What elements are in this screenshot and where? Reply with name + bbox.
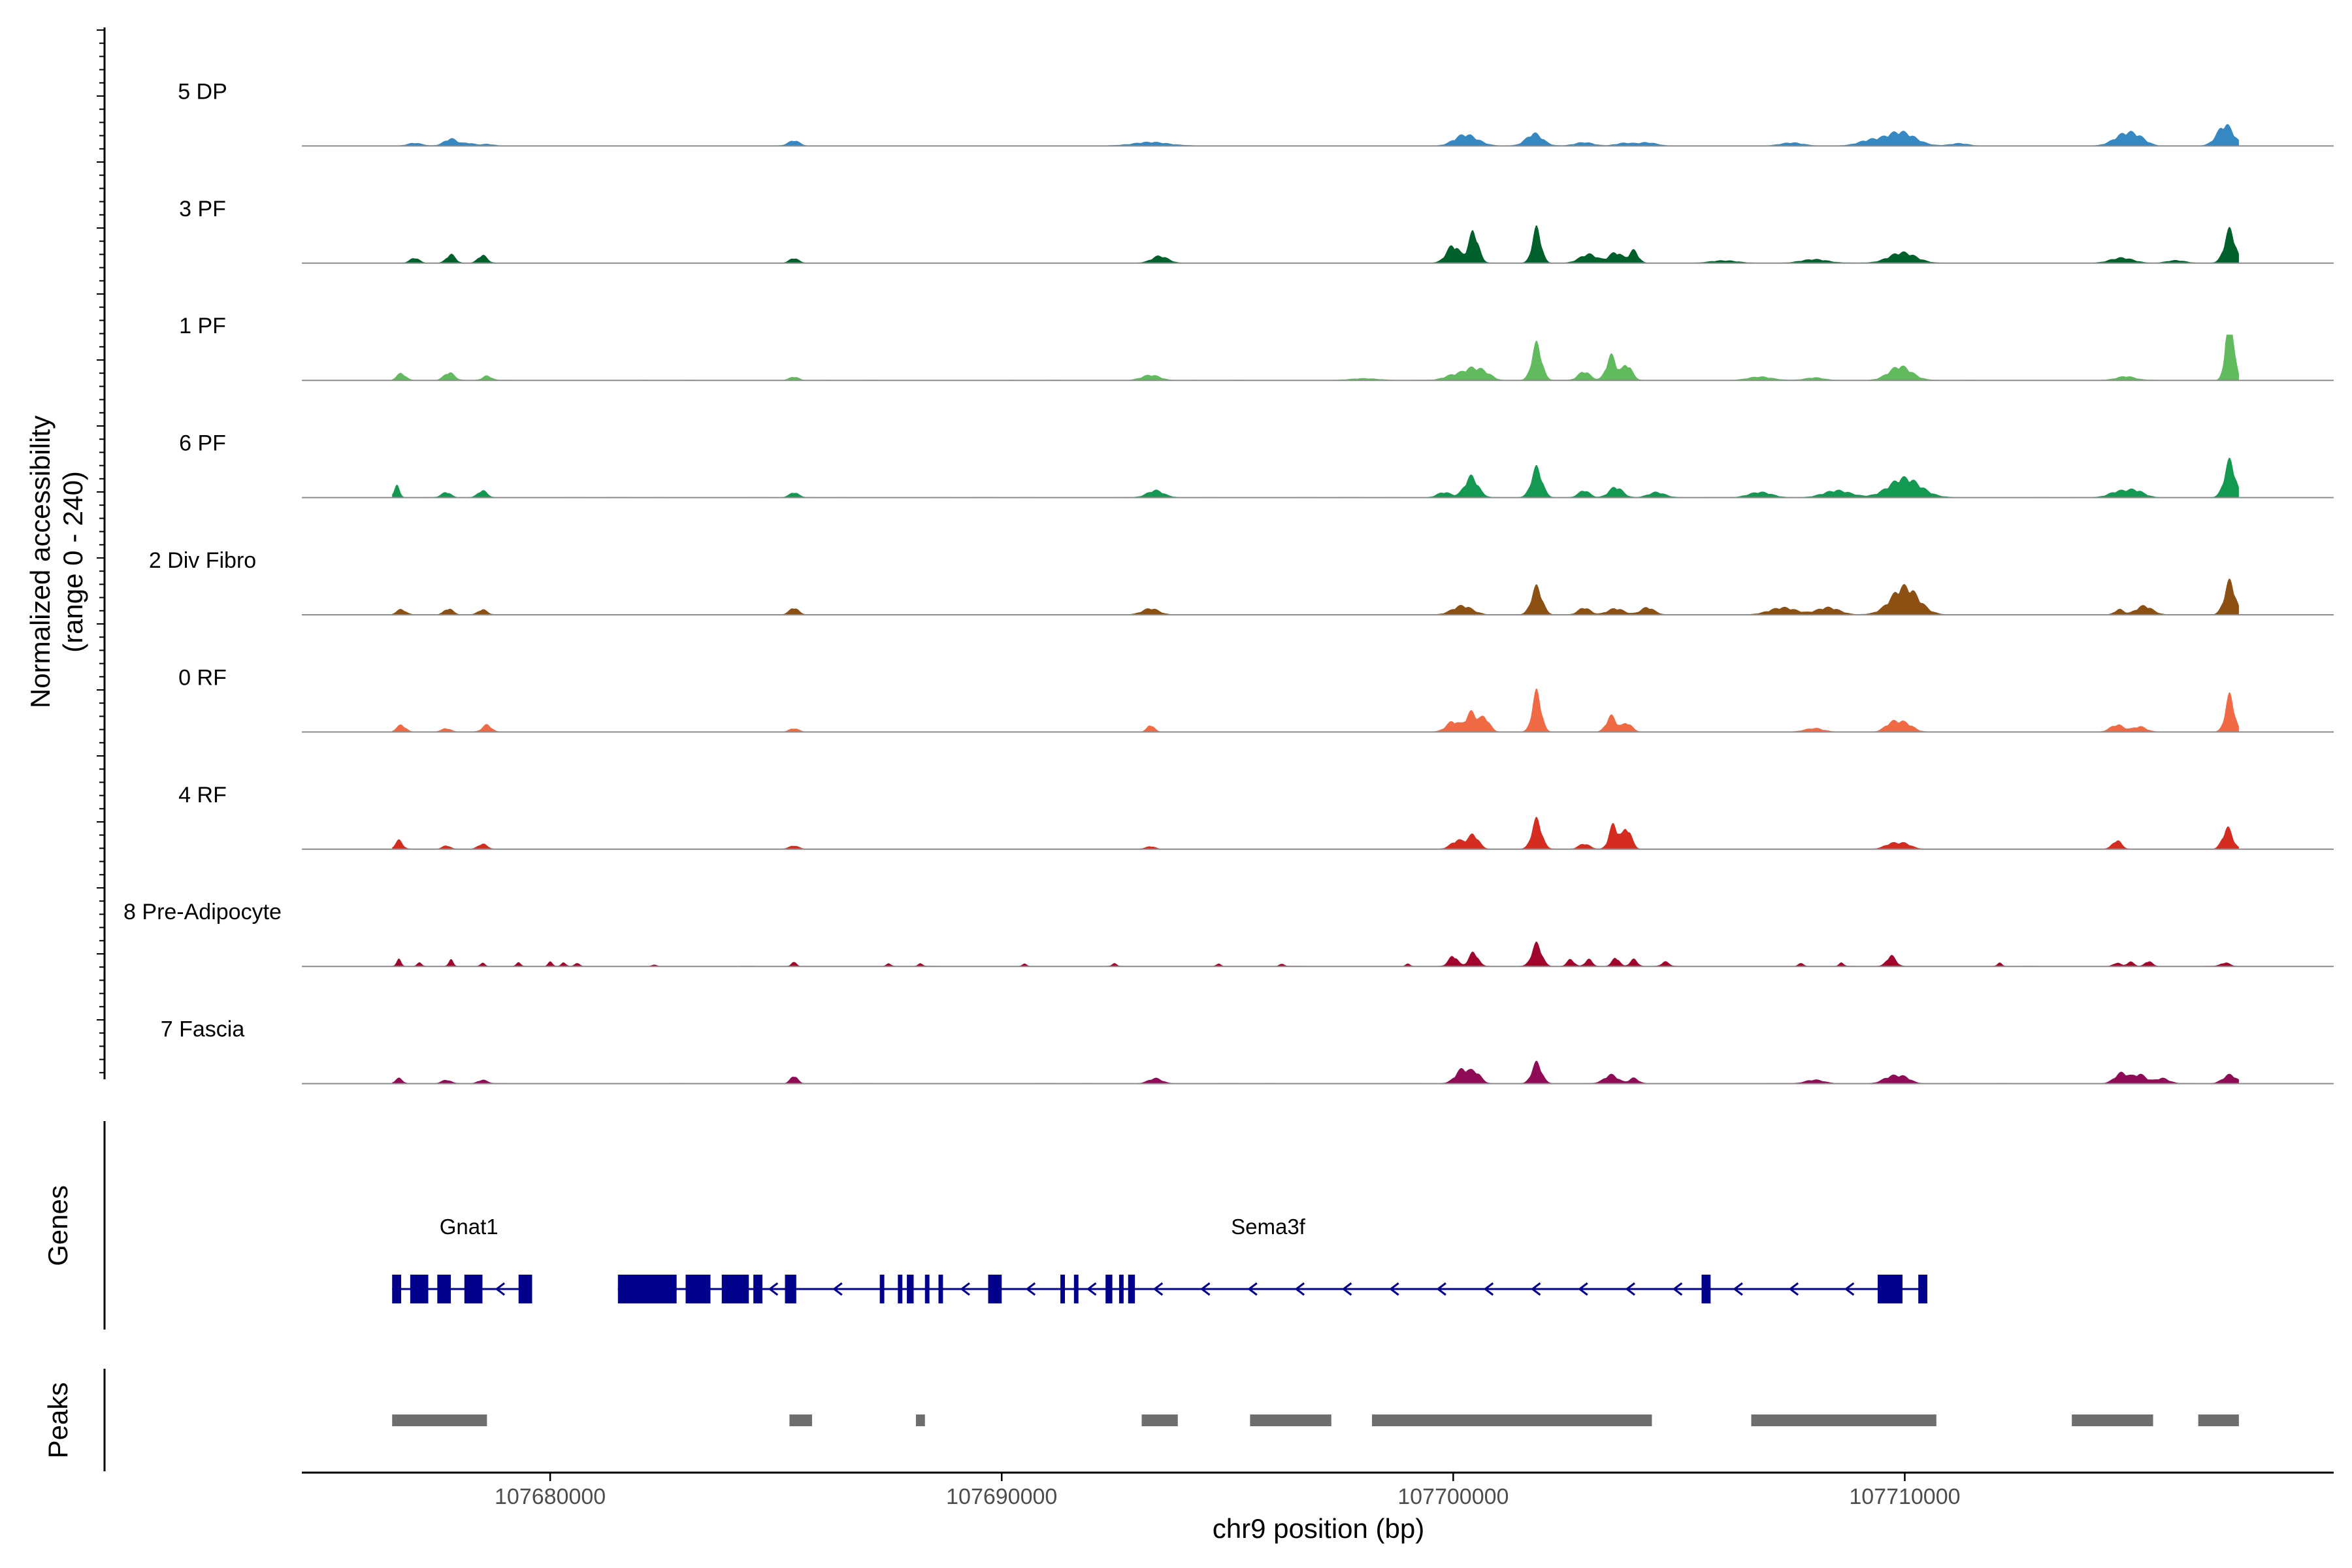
peak-region — [1141, 1414, 1178, 1426]
strand-arrow — [1294, 1282, 1305, 1296]
gene-exon — [1119, 1275, 1124, 1303]
gene-exon — [924, 1275, 930, 1303]
coverage-area — [392, 941, 2239, 967]
coverage-area — [392, 688, 2239, 732]
x-tick-label: 107710000 — [1849, 1484, 1960, 1509]
track-label: 6 PF — [179, 431, 226, 456]
strand-arrow — [832, 1282, 843, 1296]
strand-arrow — [1247, 1282, 1258, 1296]
gene-exon — [988, 1275, 1002, 1303]
gene-exon — [685, 1275, 711, 1303]
coverage-y-ticks — [97, 29, 105, 1073]
track-label: 5 DP — [178, 79, 227, 104]
gene-exon — [518, 1275, 532, 1303]
coverage-area — [392, 457, 2239, 498]
peak-region — [1250, 1414, 1331, 1426]
track-label: 7 Fascia — [161, 1017, 245, 1042]
peak-region — [1751, 1414, 1936, 1426]
strand-arrow — [1578, 1282, 1588, 1296]
strand-arrow — [1200, 1282, 1211, 1296]
track-label: 3 PF — [179, 197, 226, 221]
gene-label: Gnat1 — [440, 1215, 498, 1239]
gene-label: Sema3f — [1231, 1215, 1306, 1239]
peak-region — [392, 1414, 487, 1426]
x-tick-label: 107690000 — [946, 1484, 1057, 1509]
y-axis-title-line2: (range 0 - 240) — [57, 471, 88, 653]
gene-exon — [1060, 1275, 1065, 1303]
strand-arrow — [1625, 1282, 1635, 1296]
strand-arrow — [1530, 1282, 1541, 1296]
peak-region — [2072, 1414, 2153, 1426]
gene-exon — [879, 1275, 885, 1303]
strand-arrow — [1086, 1282, 1097, 1296]
gene-exon — [1918, 1275, 1927, 1303]
gene-exon — [617, 1275, 677, 1303]
genes-panel-title: Genes — [42, 1185, 73, 1266]
peak-region — [789, 1414, 812, 1426]
gene-models: Gnat1 Sema3f — [392, 1215, 1927, 1303]
peaks-panel-title: Peaks — [42, 1382, 73, 1459]
strand-arrow — [1733, 1282, 1743, 1296]
strand-arrow — [1389, 1282, 1399, 1296]
genes-panel: Genes Gnat1 Sema3f — [42, 1121, 1927, 1330]
peak-regions — [392, 1414, 2239, 1426]
strand-arrow — [1025, 1282, 1036, 1296]
peaks-panel: Peaks — [42, 1369, 2239, 1471]
coverage-area — [392, 335, 2239, 381]
x-axis-ticks: 107680000 107690000 107700000 107710000 — [495, 1473, 1961, 1509]
y-axis-title-line1: Normalized accessibility — [25, 416, 56, 708]
strand-arrow — [1341, 1282, 1352, 1296]
strand-arrow — [1152, 1282, 1164, 1296]
gene-exon — [1105, 1275, 1113, 1303]
strand-arrow — [1672, 1282, 1683, 1296]
strand-arrow — [1844, 1282, 1855, 1296]
coverage-area — [392, 123, 2239, 146]
track-label: 2 Div Fibro — [149, 548, 256, 573]
gene-exon — [1128, 1275, 1135, 1303]
gene-exon — [753, 1275, 762, 1303]
gene-exon — [410, 1275, 429, 1303]
coverage-area — [392, 578, 2239, 615]
gene-exon — [437, 1275, 451, 1303]
coverage-area — [392, 225, 2239, 263]
strand-arrow — [1436, 1282, 1446, 1296]
gene-exon — [785, 1275, 796, 1303]
x-axis-title: chr9 position (bp) — [1213, 1513, 1425, 1544]
coverage-tracks: 5 DP 3 PF 1 PF 6 PF 2 Div Fibro 0 RF 4 RF 8 Pre… — [123, 79, 2334, 1085]
strand-arrow — [960, 1282, 970, 1296]
gene-exon — [1701, 1275, 1711, 1303]
x-tick-label: 107700000 — [1397, 1484, 1509, 1509]
coverage-area — [392, 817, 2239, 849]
gene-exon — [464, 1275, 483, 1303]
track-label: 1 PF — [179, 314, 226, 338]
strand-arrow — [1483, 1282, 1494, 1296]
coverage-panel: 5 DP 3 PF 1 PF 6 PF 2 Div Fibro 0 RF 4 RF 8 Pre… — [25, 27, 2334, 1085]
track-label: 8 Pre-Adipocyte — [123, 900, 282, 924]
gene-exon — [1877, 1275, 1903, 1303]
x-axis: 107680000 107690000 107700000 107710000 chr… — [302, 1471, 2334, 1544]
gene-exon — [938, 1275, 943, 1303]
strand-arrow — [1788, 1282, 1799, 1296]
peak-region — [1371, 1414, 1652, 1426]
track-label: 4 RF — [178, 783, 227, 808]
peak-region — [915, 1414, 925, 1426]
gene-exon — [721, 1275, 749, 1303]
x-tick-label: 107680000 — [495, 1484, 606, 1509]
gene-exon — [898, 1275, 903, 1303]
strand-arrow — [768, 1282, 779, 1296]
gene-exon — [392, 1275, 402, 1303]
strand-arrow — [495, 1282, 505, 1296]
peak-region — [2198, 1414, 2239, 1426]
gene-exon — [1073, 1275, 1079, 1303]
gene-exon — [907, 1275, 914, 1303]
coverage-area — [392, 1060, 2239, 1084]
track-label: 0 RF — [178, 665, 227, 690]
